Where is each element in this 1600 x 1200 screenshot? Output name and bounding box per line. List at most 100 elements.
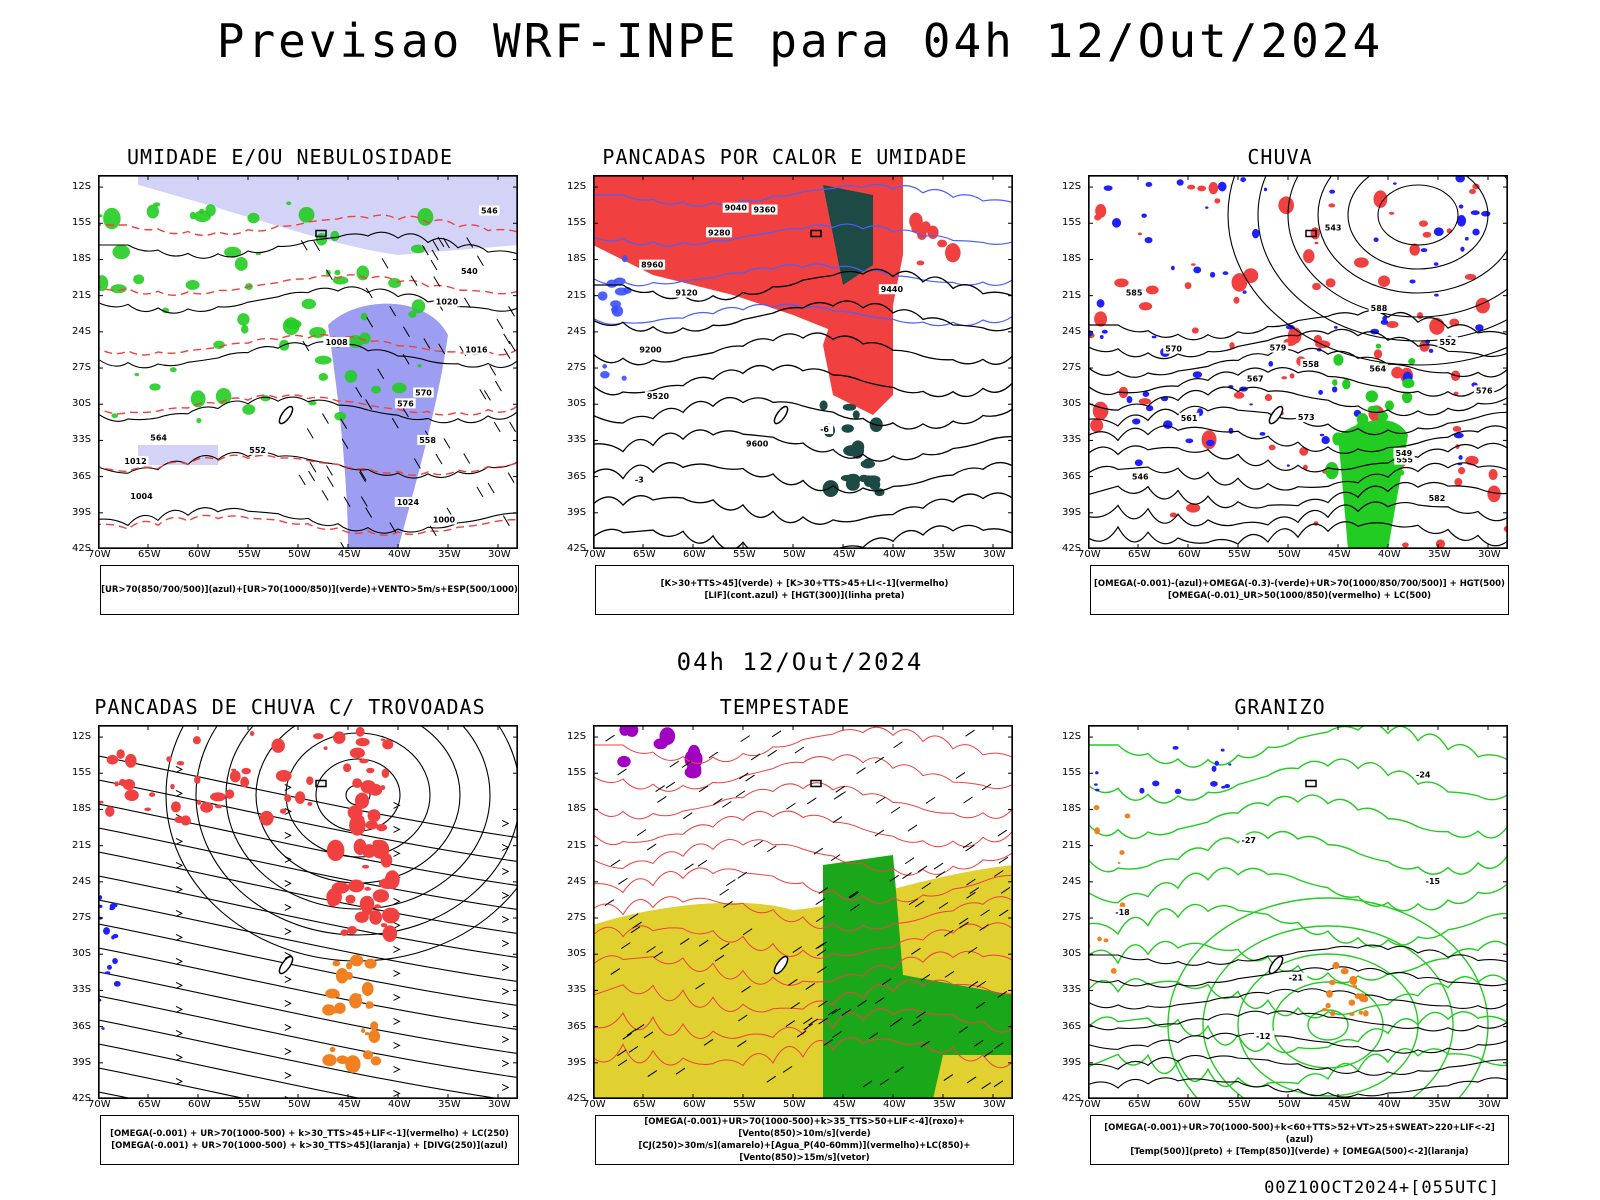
ascent-area <box>1096 299 1105 308</box>
thunderstorm-area <box>372 889 390 903</box>
stream-arrow <box>502 1083 510 1091</box>
rain-area-low-level <box>1373 190 1388 208</box>
lon-tick-label: 70W <box>88 549 111 560</box>
ascent-area <box>1151 335 1157 339</box>
stream-arrow <box>284 975 292 983</box>
ascent-area <box>1209 271 1216 278</box>
wind-vector <box>657 795 667 803</box>
lat-tick-label: 30S <box>1062 948 1082 960</box>
ascent-area <box>1409 279 1416 284</box>
wind-vector <box>341 438 349 449</box>
thunderstorm-area <box>119 778 127 787</box>
wind-vector <box>874 756 885 764</box>
hail-area <box>1152 780 1160 787</box>
stream-arrow <box>502 915 510 923</box>
ascent-area <box>1456 215 1467 227</box>
thunderstorm-area <box>271 738 285 753</box>
ascent-area <box>1249 403 1253 406</box>
ascent-area <box>1222 271 1229 276</box>
lifted-index-isoline <box>610 300 622 308</box>
rain-area-low-level <box>1409 243 1420 256</box>
rain-area-low-level <box>1138 398 1151 405</box>
wind-vector <box>966 878 976 886</box>
contour-label-bg <box>128 491 155 502</box>
rain-area-low-level <box>1145 285 1159 295</box>
thunderstorm-area <box>210 792 226 802</box>
wind-vector <box>617 1059 628 1067</box>
contour-label-bg <box>430 514 457 525</box>
panel-title: UMIDADE E/OU NEBULOSIDADE <box>126 145 454 169</box>
ascent-area <box>1251 228 1260 239</box>
contour-label-bg <box>148 432 169 443</box>
contour-label-bg <box>1300 358 1321 369</box>
stream-arrow <box>175 1053 184 1061</box>
wind-vector <box>980 909 990 917</box>
humidity-low-level <box>301 298 317 310</box>
wind-vector <box>841 1009 852 1016</box>
rain-area-low-level <box>1303 249 1315 264</box>
stream-arrow <box>393 921 401 929</box>
wind-vector <box>726 879 736 887</box>
stream-arrow <box>502 1035 510 1043</box>
contour-label: 1008 <box>325 338 348 347</box>
contour-label: -6 <box>820 425 829 434</box>
strong-ascent-area <box>1325 462 1339 480</box>
panel-tempestade: TEMPESTADE [OMEGA(-0.001)+UR>70(1000-500… <box>565 695 1014 1170</box>
lat-tick-label: 30S <box>72 398 92 410</box>
shower-area <box>370 1056 382 1066</box>
wind-vector <box>893 741 903 749</box>
thunderstorm-area <box>354 911 369 923</box>
thunderstorm-area <box>380 923 388 928</box>
wind-vector <box>684 863 694 871</box>
lon-tick-label: 50W <box>288 549 311 560</box>
geopotential-500-isoline <box>1377 184 1459 246</box>
wind-vector <box>306 428 314 439</box>
shower-area <box>332 960 341 967</box>
rain-area-low-level <box>1114 278 1129 288</box>
rain-area-low-level <box>1310 227 1320 240</box>
contour-label-bg <box>247 444 268 455</box>
convective-area-unstable <box>945 243 961 263</box>
thunderstorm-area <box>124 753 137 768</box>
wind-vector <box>976 980 987 988</box>
map-layer: 588 585 582 579 576 573 570 567 564 561 558 555 552 5… <box>1088 175 1508 549</box>
page-title: Previsao WRF-INPE para 04h 12/Out/2024 <box>216 14 1384 68</box>
humidity-low-level <box>146 204 160 219</box>
ascent-area <box>1380 319 1389 325</box>
lon-tick-label: 65W <box>138 1099 161 1110</box>
wind-vector <box>381 258 389 269</box>
thunderstorm-area <box>149 792 156 798</box>
strong-ascent-area <box>1332 432 1344 446</box>
wind-vector <box>321 490 329 501</box>
wind-vector <box>496 318 504 330</box>
convective-area-unstable <box>909 212 923 230</box>
wind-vector <box>413 458 421 469</box>
panel-legend: [OMEGA(-0.001)+UR>70(1000-500)+k<60+TTS>… <box>1090 1115 1509 1165</box>
wind-vector <box>626 1028 637 1036</box>
convective-area-unstable <box>927 225 939 239</box>
lat-tick-label: 27S <box>72 362 92 374</box>
contour-label: 552 <box>1439 338 1456 347</box>
stream-arrow <box>502 1059 510 1067</box>
contour-label: 588 <box>1371 304 1388 313</box>
wind-vector <box>857 1000 867 1007</box>
precipitable-water-isoline <box>593 979 1013 1013</box>
thunderstorm-area <box>333 731 346 744</box>
lat-tick-label: 21S <box>72 839 92 851</box>
ascent-area <box>1331 386 1338 393</box>
ascent-area <box>1101 329 1108 334</box>
lat-tick-label: 15S <box>72 767 92 779</box>
ascent-area <box>1141 213 1147 218</box>
contour-label: 9280 <box>708 228 731 237</box>
contour-label-bg <box>1286 972 1308 983</box>
wind-vector <box>675 1067 686 1075</box>
stream-arrow <box>393 825 401 833</box>
wind-vector <box>750 753 761 761</box>
contour-label: 9040 <box>725 204 748 213</box>
shower-area <box>349 993 363 1009</box>
convective-area <box>819 400 828 411</box>
panel-trovoadas: PANCADAS DE CHUVA C/ TROVOADAS [OMEGA(-0… <box>70 695 519 1170</box>
shower-area <box>329 1046 336 1053</box>
wind-vector <box>742 928 753 936</box>
wind-vector <box>835 785 846 793</box>
